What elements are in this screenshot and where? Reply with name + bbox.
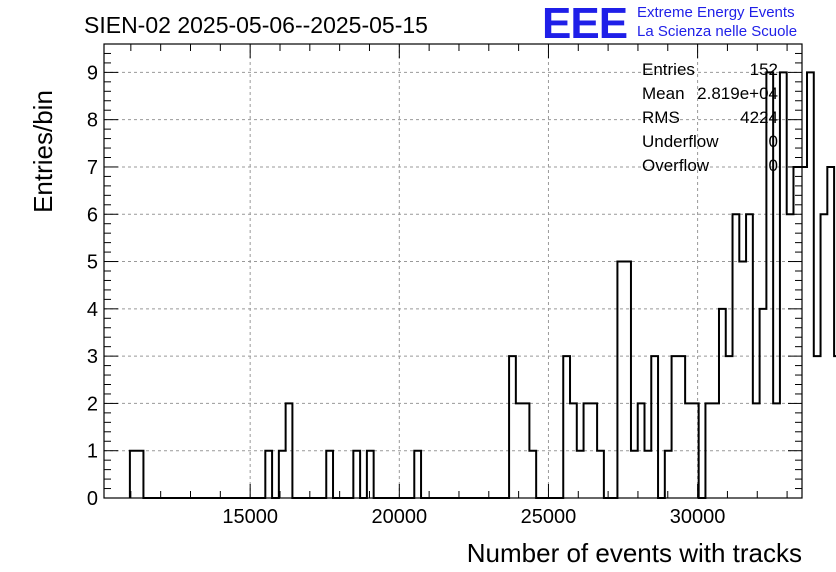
histogram-bar	[780, 72, 787, 498]
stats-key: Underflow	[642, 132, 719, 151]
histogram-bar	[665, 451, 672, 498]
x-tick-label: 20000	[371, 506, 427, 528]
y-axis-label: Entries/bin	[27, 90, 58, 213]
stats-row-underflow: Underflow 0	[640, 130, 778, 154]
x-axis-label: Number of events with tracks	[466, 538, 802, 568]
stats-row-entries: Entries 152	[640, 58, 778, 82]
histogram-bar	[279, 451, 286, 498]
x-tick-label: 15000	[222, 506, 278, 528]
stats-value: 152	[749, 60, 778, 79]
histogram-bar	[814, 356, 821, 498]
y-tick-label: 4	[87, 299, 98, 321]
chart-title: SIEN-02 2025-05-06--2025-05-15	[84, 12, 428, 38]
histogram-bar	[645, 451, 652, 498]
y-axis-label-wrap: Entries/bin	[0, 90, 58, 213]
y-tick-label: 2	[87, 393, 98, 415]
histogram-bar	[353, 451, 360, 498]
y-tick-label: 8	[87, 110, 98, 132]
histogram-bar	[529, 451, 536, 498]
histogram-bar	[509, 356, 516, 498]
histogram-bar	[265, 451, 272, 498]
stats-row-overflow: Overflow 0	[640, 154, 778, 178]
histogram-bar	[739, 262, 746, 498]
histogram-bar	[672, 356, 679, 498]
histogram-bar	[597, 451, 604, 498]
histogram-bar	[137, 451, 144, 498]
histogram-bar	[563, 356, 570, 498]
histogram-bar	[624, 262, 631, 498]
stats-value: 0	[768, 156, 778, 175]
stats-key: RMS	[642, 108, 680, 127]
x-tick-label: 25000	[521, 506, 577, 528]
logo-caption: Extreme Energy Events La Scienza nelle S…	[637, 3, 797, 41]
histogram-bar	[326, 451, 333, 498]
logo-caption-line2: La Scienza nelle Scuole	[637, 23, 798, 40]
stats-key: Mean	[642, 84, 685, 103]
histogram-bar	[414, 451, 421, 498]
histogram-bar	[827, 167, 834, 498]
stats-box: Entries 152 Mean 2.819e+04 RMS 4224 Unde…	[640, 58, 778, 178]
y-tick-label: 3	[87, 346, 98, 368]
y-tick-label: 0	[87, 488, 98, 510]
stats-value: 2.819e+04	[697, 84, 778, 103]
histogram-bar	[577, 451, 584, 498]
stats-key: Entries	[642, 60, 695, 79]
stats-value: 0	[768, 132, 778, 151]
histogram-bar	[821, 214, 828, 498]
histogram-bar	[678, 356, 685, 498]
histogram-bar	[617, 262, 624, 498]
logo-caption-line1: Extreme Energy Events	[637, 4, 795, 21]
x-tick-label: 30000	[670, 506, 726, 528]
stats-value: 4224	[740, 108, 778, 127]
y-tick-label: 7	[87, 157, 98, 179]
histogram-bar	[800, 167, 807, 498]
histogram-bar	[807, 72, 814, 498]
eee-logo: EEE	[542, 0, 628, 48]
stats-row-rms: RMS 4224	[640, 106, 778, 130]
histogram-bar	[651, 356, 658, 498]
histogram-bar	[726, 356, 733, 498]
y-tick-label: 1	[87, 441, 98, 463]
stats-key: Overflow	[642, 156, 710, 175]
y-tick-label: 5	[87, 252, 98, 274]
y-tick-label: 6	[87, 204, 98, 226]
histogram-bar	[130, 451, 137, 498]
y-tick-label: 9	[87, 62, 98, 84]
histogram-bar	[793, 167, 800, 498]
histogram-bar	[367, 451, 374, 498]
stats-row-mean: Mean 2.819e+04	[640, 82, 778, 106]
histogram-bar	[631, 451, 638, 498]
